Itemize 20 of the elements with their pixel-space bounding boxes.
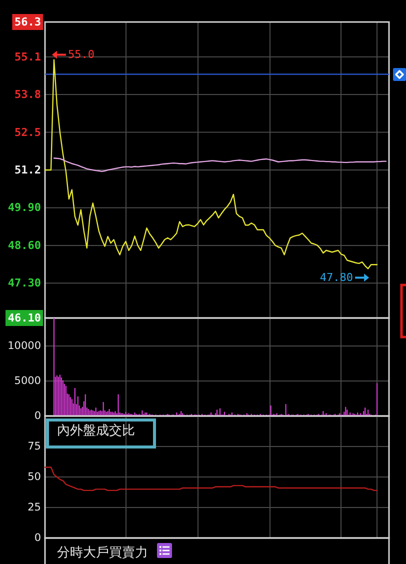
- y-tick-label: 10000: [8, 340, 41, 352]
- y-tick-label: 53.8: [14, 88, 41, 102]
- y-tick-label: 49.90: [8, 201, 41, 214]
- y-tick-label: 56.3: [14, 16, 41, 28]
- y-tick-label: 47.30: [8, 276, 41, 290]
- y-tick-label: 48.60: [8, 238, 41, 252]
- text: 內外盤成交比: [57, 422, 135, 438]
- y-tick-label: 25: [28, 502, 41, 514]
- y-tick-label: 75: [28, 440, 41, 452]
- annotation: 47.80: [320, 271, 354, 284]
- y-tick-label: 55.1: [14, 50, 42, 64]
- annotation: 55.0: [68, 48, 94, 62]
- y-tick-label: 5000: [14, 375, 41, 387]
- y-tick-label: 52.5: [14, 126, 41, 139]
- text: 分時大戶買賣力: [57, 546, 148, 560]
- y-tick-label: 0: [34, 532, 41, 544]
- y-tick-label: 51.2: [14, 164, 41, 176]
- y-tick-label: 0: [34, 410, 41, 422]
- y-tick-label: 50: [28, 471, 41, 483]
- y-tick-label: 46.10: [8, 312, 41, 324]
